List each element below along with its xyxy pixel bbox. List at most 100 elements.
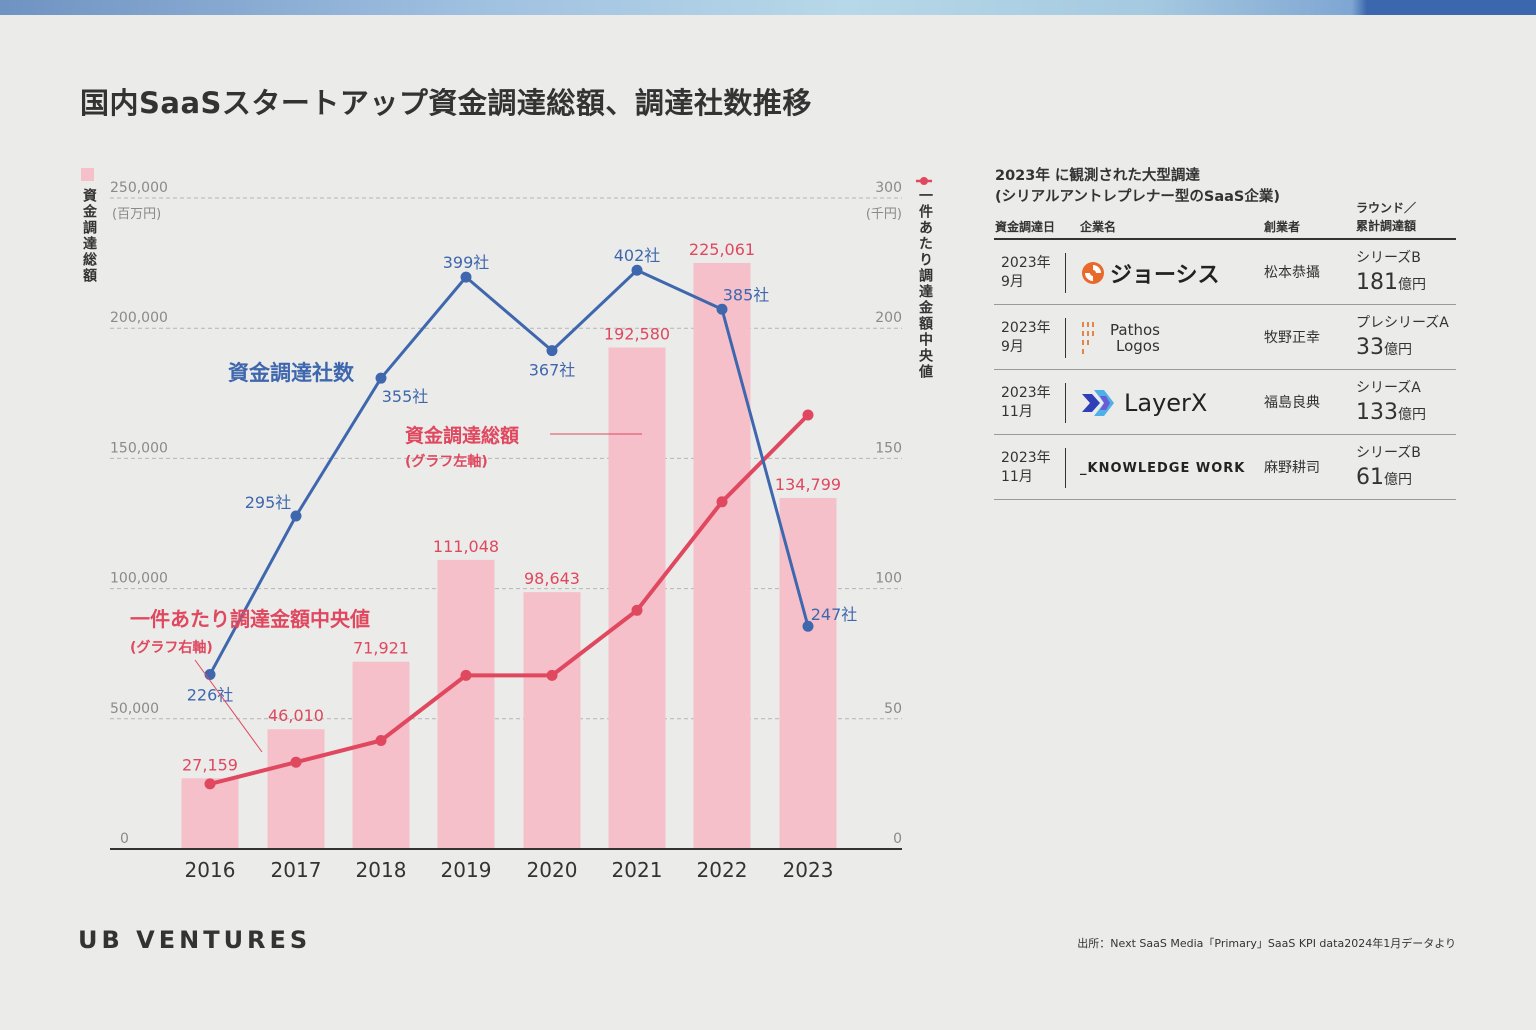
table-title: 2023年 に観測された大型調達 (シリアルアントレプレナー型のSaaS企業) xyxy=(995,166,1280,208)
left-axis-title: 資金調達総額 xyxy=(81,188,97,284)
median-point xyxy=(460,669,472,681)
top-gradient-bar xyxy=(0,0,1536,15)
row-amount-unit: 億円 xyxy=(1384,342,1412,358)
count-point xyxy=(802,620,814,632)
median-line xyxy=(209,413,810,786)
median-series-label: 一件あたり調達金額中央値 xyxy=(130,607,370,631)
count-point xyxy=(290,510,302,522)
row-date: 2023年 11月 xyxy=(1001,384,1051,422)
row-founder: 牧野正幸 xyxy=(1264,330,1320,346)
count-value-label: 402社 xyxy=(614,246,661,265)
row-amount: 33億円 xyxy=(1356,335,1412,360)
bar-2021 xyxy=(608,347,666,849)
row-divider xyxy=(1065,318,1066,358)
row-amount-unit: 億円 xyxy=(1384,472,1412,488)
x-tick-label: 2017 xyxy=(271,858,322,882)
company-name: Pathos Logos xyxy=(1110,322,1160,354)
row-amount: 181億円 xyxy=(1356,270,1426,295)
right-tick-label: 200 xyxy=(875,310,902,326)
count-value-label: 367社 xyxy=(529,361,576,380)
median-point xyxy=(716,496,728,508)
row-date: 2023年 9月 xyxy=(1001,319,1051,357)
bar-value-label: 46,010 xyxy=(268,706,324,725)
row-amount-value: 181 xyxy=(1356,270,1398,295)
row-amount-value: 133 xyxy=(1356,400,1398,425)
x-tick-label: 2016 xyxy=(185,858,236,882)
median-point xyxy=(290,756,302,768)
row-round: シリーズB xyxy=(1356,445,1421,461)
row-month: 11月 xyxy=(1001,469,1033,485)
company-name: ジョーシス xyxy=(1110,263,1220,288)
right-axis-title: 一件あたり調達金額中央値 xyxy=(917,188,933,380)
median-point xyxy=(375,735,387,746)
count-point xyxy=(716,303,728,315)
row-month: 9月 xyxy=(1001,339,1024,355)
funding-table: 資金調達日 企業名 創業者 ラウンド／ 累計調達額 2023年 9月 ジョーシス… xyxy=(994,198,1456,500)
count-point xyxy=(375,372,387,384)
company-logo-layerx: LayerX xyxy=(1080,384,1207,422)
company-name: LayerX xyxy=(1124,389,1208,417)
table-title-line1: 2023年 に観測された大型調達 xyxy=(995,168,1200,184)
header-company: 企業名 xyxy=(1080,220,1117,234)
bars-series-label: 資金調達総額 xyxy=(405,424,519,447)
row-year: 2023年 xyxy=(1001,320,1051,336)
left-tick-label: 150,000 xyxy=(110,440,168,456)
count-point xyxy=(546,345,558,357)
table-row: 2023年 9月 Pathos Logos 牧野正幸 プレシリーズA 33億円 xyxy=(994,305,1456,370)
count-value-label: 355社 xyxy=(382,387,429,406)
row-round: プレシリーズA xyxy=(1356,315,1449,331)
table-row: 2023年 11月 _KNOWLEDGE WORK 麻野耕司 シリーズB 61億… xyxy=(994,435,1456,500)
left-tick-label: 200,000 xyxy=(110,310,168,326)
x-tick-label: 2018 xyxy=(356,858,407,882)
header-round-line1: ラウンド／ xyxy=(1356,201,1417,215)
count-point xyxy=(460,271,472,283)
count-value-label: 226社 xyxy=(187,685,234,704)
row-divider xyxy=(1065,253,1066,293)
count-line xyxy=(208,268,810,676)
left-tick-label: 50,000 xyxy=(110,701,159,717)
company-name-line1: Pathos xyxy=(1110,321,1160,339)
count-value-label: 247社 xyxy=(811,605,858,624)
company-name: _KNOWLEDGE WORK xyxy=(1080,460,1246,476)
table-header: 資金調達日 企業名 創業者 ラウンド／ 累計調達額 xyxy=(994,198,1456,240)
row-year: 2023年 xyxy=(1001,385,1051,401)
page-title: 国内SaaSスタートアップ資金調達総額、調達社数推移 xyxy=(80,86,812,120)
row-divider xyxy=(1065,383,1066,423)
median-point xyxy=(802,409,814,421)
row-divider xyxy=(1065,448,1066,488)
right-tick-label: 50 xyxy=(884,701,902,717)
header-round: ラウンド／ 累計調達額 xyxy=(1356,199,1416,235)
header-date: 資金調達日 xyxy=(995,220,1056,234)
left-tick-label: 250,000 xyxy=(110,180,168,196)
table-title-line2: (シリアルアントレプレナー型のSaaS企業) xyxy=(995,189,1280,205)
row-amount: 133億円 xyxy=(1356,400,1426,425)
ub-ventures-logo: UB VENTURES xyxy=(78,926,312,954)
company-logo-pathos-logos: Pathos Logos xyxy=(1080,319,1160,357)
bar-value-label: 71,921 xyxy=(353,639,409,658)
median-series-leader xyxy=(194,659,263,753)
bar-value-label: 27,159 xyxy=(182,755,238,774)
row-date: 2023年 9月 xyxy=(1001,254,1051,292)
bar-value-label: 134,799 xyxy=(775,475,841,494)
row-round: シリーズB xyxy=(1356,250,1421,266)
x-tick-label: 2020 xyxy=(527,858,578,882)
left-axis-legend-swatch xyxy=(81,168,94,181)
x-tick-label: 2019 xyxy=(441,858,492,882)
median-point xyxy=(546,669,558,681)
header-founder: 創業者 xyxy=(1264,220,1301,234)
right-axis-unit: (千円) xyxy=(866,207,902,222)
row-amount-unit: 億円 xyxy=(1398,407,1426,423)
company-logo-knowledge-work: _KNOWLEDGE WORK xyxy=(1080,449,1245,487)
median-series-note: (グラフ右軸) xyxy=(130,639,213,656)
company-logo-josys: ジョーシス xyxy=(1080,254,1220,292)
company-name-line2: Logos xyxy=(1116,337,1160,355)
row-amount-unit: 億円 xyxy=(1398,277,1426,293)
row-amount-value: 33 xyxy=(1356,335,1384,360)
bar-value-label: 111,048 xyxy=(433,537,499,556)
source-note: 出所：Next SaaS Media「Primary」SaaS KPI data… xyxy=(1077,937,1456,950)
bar-2022 xyxy=(693,262,751,849)
bar-2020 xyxy=(523,592,581,849)
table-row: 2023年 9月 ジョーシス 松本恭攝 シリーズB 181億円 xyxy=(994,240,1456,305)
row-amount-value: 61 xyxy=(1356,465,1384,490)
